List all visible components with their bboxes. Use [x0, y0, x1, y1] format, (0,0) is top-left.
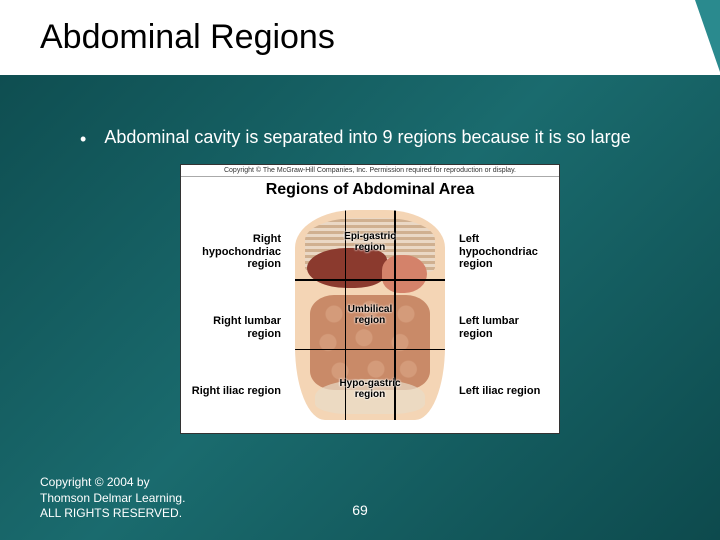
label-left-iliac: Left iliac region — [459, 385, 553, 398]
grid-vertical-2 — [394, 210, 396, 420]
bullet-text: Abdominal cavity is separated into 9 reg… — [104, 125, 630, 149]
left-label-column: Right hypochondriac region Right lumbar … — [187, 205, 285, 425]
slide-title: Abdominal Regions — [40, 18, 690, 57]
torso-shape — [295, 210, 445, 420]
liver-icon — [307, 248, 387, 288]
intestines-icon — [310, 295, 430, 390]
content-area: • Abdominal cavity is separated into 9 r… — [0, 75, 720, 434]
torso-diagram: Epi-gastric region Umbilical region Hypo… — [285, 205, 455, 425]
label-right-lumbar: Right lumbar region — [187, 315, 281, 340]
label-left-hypochondriac: Left hypochondriac region — [459, 233, 553, 271]
accent-triangle — [695, 0, 720, 72]
abdominal-regions-figure: Copyright © The McGraw-Hill Companies, I… — [180, 164, 560, 434]
stomach-icon — [382, 255, 427, 293]
grid-vertical-1 — [345, 210, 347, 420]
footer-copyright: Copyright © 2004 by Thomson Delmar Learn… — [40, 475, 200, 522]
organs-layer — [295, 210, 445, 420]
page-number: 69 — [352, 502, 368, 518]
bullet-item: • Abdominal cavity is separated into 9 r… — [80, 125, 660, 152]
grid-horizontal-1 — [295, 279, 445, 281]
title-bar: Abdominal Regions — [0, 0, 720, 75]
bullet-marker: • — [80, 127, 86, 152]
right-label-column: Left hypochondriac region Left lumbar re… — [455, 205, 553, 425]
figure-title: Regions of Abdominal Area — [181, 177, 559, 205]
figure-body: Right hypochondriac region Right lumbar … — [181, 205, 559, 433]
label-left-lumbar: Left lumbar region — [459, 315, 553, 340]
grid-horizontal-2 — [295, 349, 445, 351]
label-right-iliac: Right iliac region — [187, 385, 281, 398]
label-right-hypochondriac: Right hypochondriac region — [187, 233, 281, 271]
pelvis-icon — [315, 379, 425, 414]
figure-copyright: Copyright © The McGraw-Hill Companies, I… — [181, 165, 559, 177]
